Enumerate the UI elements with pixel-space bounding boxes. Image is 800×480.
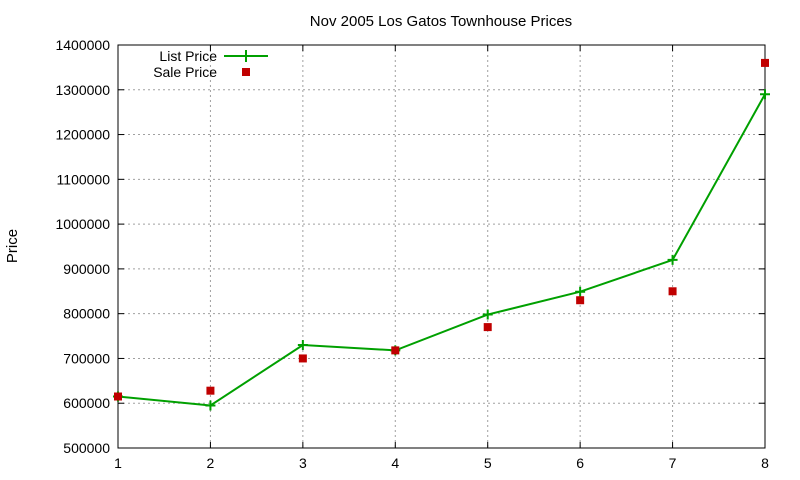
sale-price-point	[298, 354, 307, 363]
x-tick-label: 5	[484, 455, 492, 471]
y-axis-label: Price	[4, 229, 21, 263]
y-tick-label: 600000	[63, 395, 110, 411]
legend: List Price Sale Price	[153, 48, 268, 80]
sale-price-point	[391, 346, 400, 355]
x-tick-label: 3	[299, 455, 307, 471]
legend-label-sale-price: Sale Price	[153, 64, 217, 80]
legend-marker-list-price	[240, 50, 252, 62]
series	[113, 58, 770, 411]
y-tick-label: 700000	[63, 350, 110, 366]
y-tick-label: 800000	[63, 306, 110, 322]
axis-ticks	[117, 44, 766, 449]
list-price-point	[297, 340, 308, 351]
sale-price-point	[114, 392, 122, 401]
x-tick-label: 2	[207, 455, 215, 471]
y-tick-label: 1100000	[57, 171, 111, 187]
list-price-point	[575, 286, 586, 297]
y-tick-label: 1400000	[55, 37, 110, 53]
y-tick-label: 1000000	[55, 216, 110, 232]
x-tick-label: 8	[761, 455, 769, 471]
sale-price-point	[761, 58, 769, 67]
sale-price-point	[668, 287, 677, 296]
sale-price-point	[206, 386, 215, 395]
y-tick-label: 1300000	[55, 82, 110, 98]
y-tick-label: 500000	[63, 440, 110, 456]
plot-frame	[117, 44, 766, 449]
list-price-line	[117, 93, 766, 407]
grid-lines	[118, 45, 765, 448]
tick-labels: 500000 600000 700000 800000 900000 1000000 110…	[55, 37, 769, 471]
x-tick-label: 6	[576, 455, 584, 471]
x-tick-label: 7	[669, 455, 677, 471]
legend-marker-sale-price	[242, 68, 250, 76]
y-tick-label: 1200000	[55, 127, 110, 143]
x-tick-label: 4	[391, 455, 399, 471]
sale-price-point	[483, 323, 492, 332]
y-tick-label: 900000	[63, 261, 110, 277]
legend-label-list-price: List Price	[159, 48, 217, 64]
list-price-point	[760, 89, 770, 100]
x-tick-label: 1	[114, 455, 122, 471]
chart-title: Nov 2005 Los Gatos Townhouse Prices	[310, 13, 572, 30]
list-price-point	[667, 254, 678, 265]
list-price-point	[205, 400, 216, 411]
sale-price-point	[576, 296, 585, 305]
list-price-point	[482, 309, 493, 320]
